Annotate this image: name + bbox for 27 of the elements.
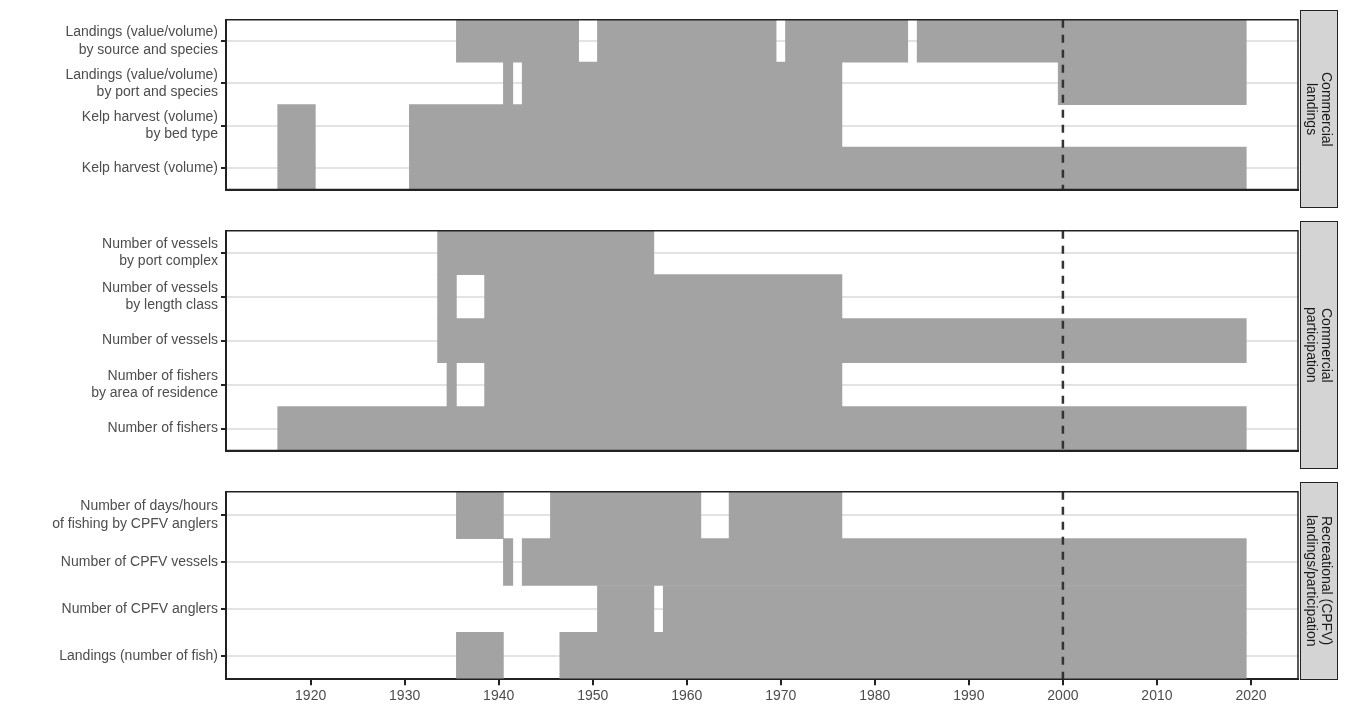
y-tick-label: Number of vessels by port complex [102, 234, 218, 269]
x-tick-label: 1960 [671, 687, 703, 704]
x-tick-label: 2010 [1141, 687, 1173, 704]
x-tick-label: 2000 [1047, 687, 1079, 704]
x-tick-label: 1950 [577, 687, 609, 704]
x-tick-label: 1940 [483, 687, 515, 704]
x-tick-label: 1990 [953, 687, 985, 704]
y-tick-label: Number of vessels [102, 331, 218, 348]
y-tick-label: Number of CPFV vessels [60, 552, 218, 569]
y-tick-label: Number of CPFV anglers [61, 599, 218, 616]
y-tick-label: Number of fishers by area of residence [91, 366, 219, 401]
x-tick-label: 1920 [295, 687, 327, 704]
y-tick-label: Number of fishers [107, 419, 218, 436]
y-tick-label: Kelp harvest (volume) [81, 159, 218, 176]
y-tick-label: Number of vessels by length class [102, 278, 218, 313]
y-tick-label: Landings (value/volume) by port and species [65, 65, 218, 100]
y-tick-label: Number of days/hours of fishing by CPFV anglers [52, 497, 218, 531]
text: Commercial landings [1303, 71, 1336, 147]
x-tick-label: 2020 [1235, 687, 1267, 704]
x-tick-label: 1930 [389, 687, 421, 704]
y-tick-label: Landings (number of fish) [59, 646, 218, 663]
text: Recreational (CPFV) landings/participation [1303, 515, 1336, 647]
y-tick-label: Kelp harvest (volume) by bed type [81, 107, 219, 142]
x-tick-label: 1980 [859, 687, 891, 704]
text: Commercial participation [1303, 307, 1336, 383]
x-tick-label: 1970 [765, 687, 797, 704]
y-tick-label: Landings (value/volume) by source and species [65, 23, 218, 57]
